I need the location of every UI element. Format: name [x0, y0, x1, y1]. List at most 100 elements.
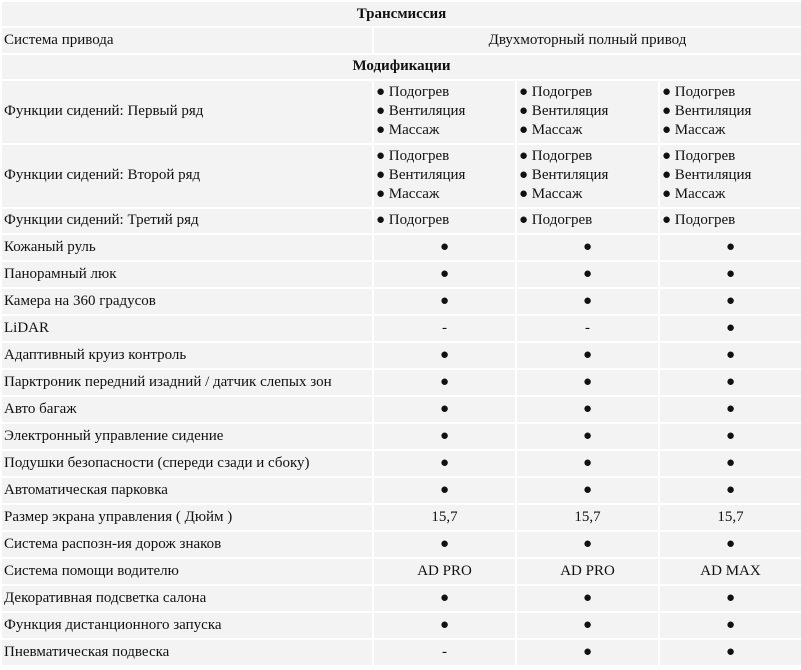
feature-label: Авто багаж [2, 397, 372, 422]
feature-label: Камера на 360 градусов [2, 289, 372, 314]
feature-label: Парктроник передний изадний / датчик сле… [2, 370, 372, 395]
feature-value: - [517, 316, 658, 341]
row-label: Функции сидений: Первый ряд [2, 80, 372, 143]
feature-value: ● [660, 235, 801, 260]
section-title-transmission: Трансмиссия [2, 2, 801, 26]
feature-value: ● [660, 451, 801, 476]
feature-value: - [374, 640, 515, 665]
feature-label: Размер экрана управления ( Дюйм ) [2, 505, 372, 530]
seat-feature: ● Подогрев [660, 208, 801, 233]
feature-row: Функция дистанционного запуска ● ● ● [2, 613, 801, 638]
feature-value: ● [517, 289, 658, 314]
feature-value: ● [374, 289, 515, 314]
feature-value: ● [517, 478, 658, 503]
section-row-transmission: Трансмиссия [2, 2, 801, 26]
row-drive-system: Система привода Двухмоторный полный прив… [2, 28, 801, 53]
feature-value: ● [660, 397, 801, 422]
seat-feature: ● Вентиляция [519, 167, 609, 183]
feature-label: Декоративная подсветка салона [2, 586, 372, 611]
seat-features-cell: ● Подогрев ● Вентиляция ● Массаж [374, 144, 515, 207]
feature-row: Система помощи водителю AD PRO AD PRO AD MA… [2, 559, 801, 584]
feature-label: Система распозн-ия дорож знаков [2, 532, 372, 557]
feature-value: ● [517, 424, 658, 449]
feature-value: ● [660, 262, 801, 287]
seat-feature: ● Подогрев [374, 208, 515, 233]
row-seats-third: Функции сидений: Третий ряд ● Подогрев ●… [2, 208, 801, 233]
feature-value: ● [517, 262, 658, 287]
feature-row: Авто багаж ● ● ● [2, 397, 801, 422]
feature-value: ● [517, 586, 658, 611]
feature-value: ● [660, 289, 801, 314]
feature-value: 15,7 [374, 505, 515, 530]
feature-value: ● [517, 532, 658, 557]
feature-row: Камера на 360 градусов ● ● ● [2, 289, 801, 314]
feature-value: ● [374, 424, 515, 449]
feature-value: AD MAX [660, 559, 801, 584]
feature-value: ● [374, 343, 515, 368]
row-label: Функции сидений: Второй ряд [2, 144, 372, 207]
feature-label: Функция дистанционного запуска [2, 613, 372, 638]
feature-row: Парктроник передний изадний / датчик сле… [2, 370, 801, 395]
feature-row: Размер экрана управления ( Дюйм ) 15,7 15,… [2, 505, 801, 530]
seat-feature: ● Массаж [519, 186, 583, 202]
feature-value: AD PRO [374, 559, 515, 584]
feature-label: Адаптивный круиз контроль [2, 343, 372, 368]
feature-row: LiDAR - - ● [2, 316, 801, 341]
feature-value: ● [374, 397, 515, 422]
feature-value: ● [660, 316, 801, 341]
feature-value: ● [374, 613, 515, 638]
feature-value: ● [374, 370, 515, 395]
row-seats-first: Функции сидений: Первый ряд ● Подогрев ●… [2, 80, 801, 143]
feature-row: Автоматическая парковка ● ● ● [2, 478, 801, 503]
row-seats-second: Функции сидений: Второй ряд ● Подогрев ●… [2, 144, 801, 207]
feature-value: ● [374, 586, 515, 611]
feature-value: ● [517, 235, 658, 260]
feature-value: ● [517, 613, 658, 638]
feature-value: 15,7 [517, 505, 658, 530]
seat-features-cell: ● Подогрев ● Вентиляция ● Массаж [517, 80, 658, 143]
feature-row: Адаптивный круиз контроль ● ● ● [2, 343, 801, 368]
feature-value: ● [374, 235, 515, 260]
seat-feature: ● Подогрев [519, 84, 593, 100]
feature-value: ● [374, 478, 515, 503]
feature-value: ● [660, 370, 801, 395]
seat-feature: ● Подогрев [517, 208, 658, 233]
seat-feature: ● Подогрев [376, 84, 450, 100]
feature-value: ● [660, 478, 801, 503]
feature-value: ● [660, 532, 801, 557]
seat-feature: ● Подогрев [662, 84, 736, 100]
row-label: Система привода [2, 28, 372, 53]
seat-features-cell: ● Подогрев ● Вентиляция ● Массаж [660, 80, 801, 143]
feature-row: Система распозн-ия дорож знаков ● ● ● [2, 532, 801, 557]
feature-value: - [374, 316, 515, 341]
feature-value: ● [660, 613, 801, 638]
seat-feature: ● Вентиляция [376, 167, 466, 183]
feature-label: Электронный управление сидение [2, 424, 372, 449]
seat-features-cell: ● Подогрев ● Вентиляция ● Массаж [374, 80, 515, 143]
feature-value: 15,7 [660, 505, 801, 530]
seat-feature: ● Подогрев [376, 148, 450, 164]
seat-feature: ● Массаж [662, 122, 726, 138]
feature-label: Пневматическая подвеска [2, 640, 372, 665]
feature-label: Подушки безопасности (спереди сзади и сб… [2, 451, 372, 476]
section-row-modifications: Модификации [2, 54, 801, 79]
feature-label: Кожаный руль [2, 235, 372, 260]
feature-row: Кожаный руль ● ● ● [2, 235, 801, 260]
feature-value: ● [660, 424, 801, 449]
feature-row: Панорамный люк ● ● ● [2, 262, 801, 287]
feature-row: Электронный управление сидение ● ● ● [2, 424, 801, 449]
seat-feature: ● Массаж [662, 186, 726, 202]
feature-value: ● [374, 532, 515, 557]
seat-features-cell: ● Подогрев ● Вентиляция ● Массаж [660, 144, 801, 207]
feature-value: ● [374, 262, 515, 287]
section-title-modifications: Модификации [2, 54, 801, 79]
seat-feature: ● Массаж [376, 122, 440, 138]
feature-value: ● [517, 640, 658, 665]
feature-value: AD PRO [517, 559, 658, 584]
feature-label: Панорамный люк [2, 262, 372, 287]
feature-row: Пневматическая подвеска - ● ● [2, 640, 801, 665]
feature-value: ● [374, 451, 515, 476]
feature-value: ● [517, 343, 658, 368]
seat-feature: ● Массаж [519, 122, 583, 138]
